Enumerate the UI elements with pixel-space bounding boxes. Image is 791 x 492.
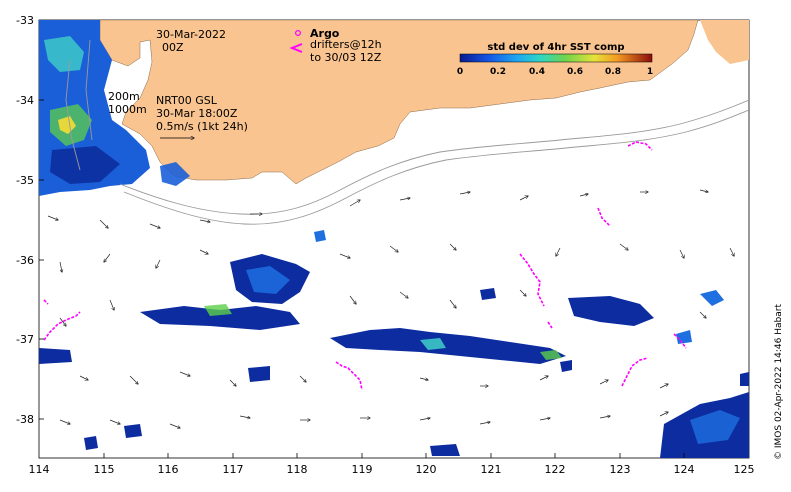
- tick-marks: [39, 99, 685, 458]
- colorbar-tick: 0.8: [605, 67, 621, 77]
- x-tick-label: 125: [734, 463, 755, 476]
- credit-text: © IMOS 02-Apr-2022 14:46 Habart: [774, 304, 784, 460]
- sst-pixels: [39, 20, 749, 458]
- x-tick-label: 122: [545, 463, 566, 476]
- x-tick-label: 114: [29, 463, 50, 476]
- model-time-label: 30-Mar 18:00Z: [156, 107, 238, 120]
- x-tick-label: 119: [352, 463, 373, 476]
- velocity-arrows: [47, 190, 734, 428]
- x-tick-label: 120: [416, 463, 437, 476]
- depth-1000-label: 1000m: [108, 103, 147, 116]
- model-label: NRT00 GSL: [156, 94, 218, 107]
- x-tick-label: 124: [674, 463, 695, 476]
- drifters-date-label: to 30/03 12Z: [310, 51, 382, 64]
- colorbar: std dev of 4hr SST comp 0 0.2 0.4 0.6 0.…: [457, 42, 653, 77]
- y-tick-label: -36: [16, 254, 34, 267]
- x-axis: 114 115 116 117 118 119 120 121 122 123 …: [29, 463, 755, 476]
- colorbar-tick: 0: [457, 67, 463, 77]
- y-tick-label: -38: [16, 413, 34, 426]
- y-tick-label: -35: [16, 174, 34, 187]
- land-fragment: [700, 20, 749, 64]
- x-tick-label: 118: [287, 463, 308, 476]
- x-tick-label: 121: [481, 463, 502, 476]
- colorbar-tick: 0.6: [567, 67, 583, 77]
- y-axis: -33 -34 -35 -36 -37 -38: [16, 14, 34, 426]
- x-tick-label: 115: [94, 463, 115, 476]
- colorbar-gradient: [459, 53, 653, 63]
- scale-label: 0.5m/s (1kt 24h): [156, 120, 248, 133]
- y-tick-label: -33: [16, 14, 34, 27]
- colorbar-title: std dev of 4hr SST comp: [487, 42, 624, 53]
- argo-marker-icon: [295, 30, 302, 37]
- y-tick-label: -34: [16, 94, 34, 107]
- x-tick-label: 116: [158, 463, 179, 476]
- x-tick-label: 123: [610, 463, 631, 476]
- argo-label: Argo: [310, 27, 340, 40]
- colorbar-tick: 0.2: [490, 67, 506, 77]
- colorbar-tick: 1: [647, 67, 653, 77]
- time-label: 00Z: [162, 41, 184, 54]
- drifters-label: drifters@12h: [310, 38, 382, 51]
- x-tick-label: 117: [223, 463, 244, 476]
- depth-200-label: 200m: [108, 90, 140, 103]
- depth-contours: [65, 39, 749, 225]
- drifter-tracks: [43, 141, 687, 391]
- date-label: 30-Mar-2022: [156, 28, 226, 41]
- colorbar-tick: 0.4: [529, 67, 545, 77]
- y-tick-label: -37: [16, 333, 34, 346]
- drifter-marker-icon: [289, 43, 303, 53]
